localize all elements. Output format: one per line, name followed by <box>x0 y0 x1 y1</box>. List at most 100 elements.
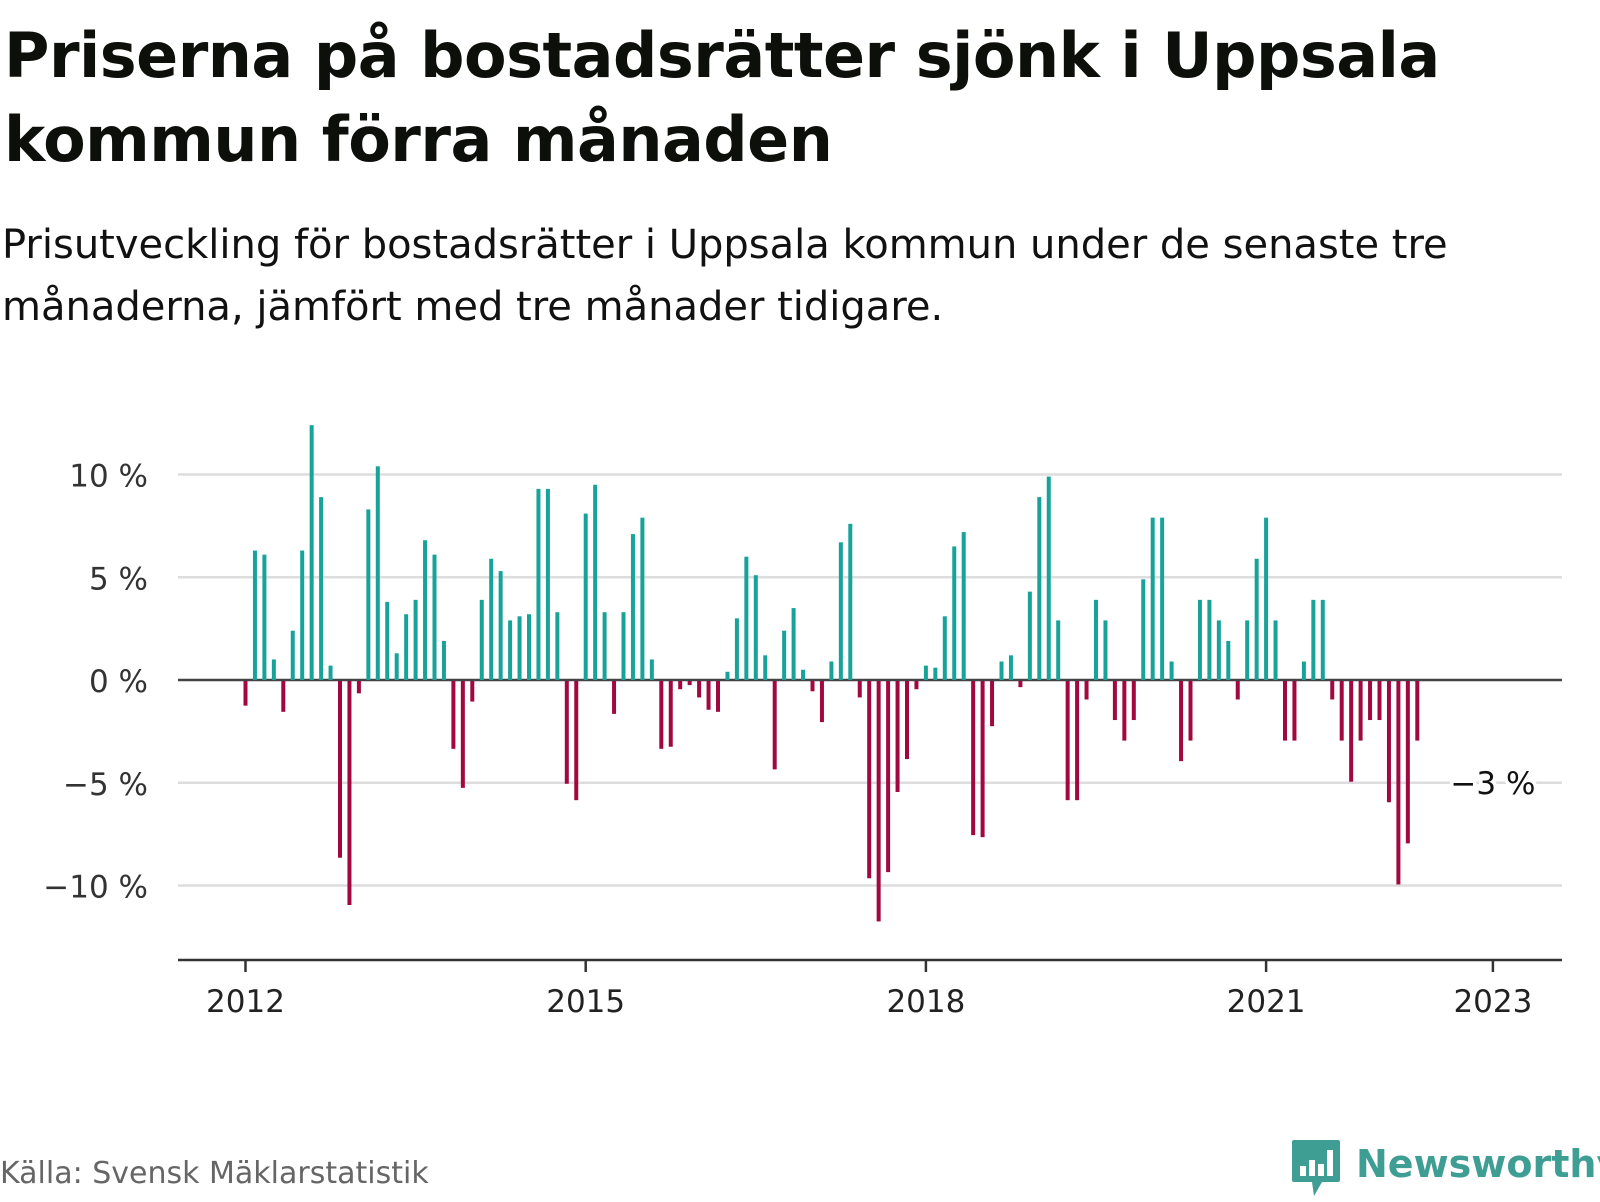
bar <box>309 425 314 680</box>
bar <box>423 540 428 680</box>
bar <box>394 653 399 680</box>
bar <box>706 681 711 710</box>
bar <box>1150 517 1155 680</box>
bar <box>1349 681 1354 782</box>
bar <box>1283 681 1287 741</box>
bar <box>328 665 333 680</box>
bar <box>1264 517 1269 680</box>
bar <box>876 681 881 922</box>
bar <box>300 550 305 680</box>
bar <box>810 681 815 692</box>
bar <box>772 681 777 770</box>
newsworthy-logo: Newsworthy <box>1290 1138 1600 1200</box>
bar <box>1320 599 1325 680</box>
bar <box>1141 579 1146 680</box>
bar <box>1037 497 1042 680</box>
x-tick-label: 2021 <box>1227 984 1306 1020</box>
bar <box>819 681 824 723</box>
bar <box>697 681 702 698</box>
bar <box>479 599 484 680</box>
bar <box>933 667 938 680</box>
bar <box>905 681 909 760</box>
bar <box>252 550 257 680</box>
bar <box>838 542 843 680</box>
y-tick-label: −5 % <box>63 767 148 803</box>
newsworthy-brand-name: Newsworthy <box>1356 1142 1600 1186</box>
bar <box>753 575 758 680</box>
bar <box>1292 681 1297 741</box>
bar <box>432 554 437 680</box>
bars <box>243 425 1420 922</box>
latest-value-annotation: −3 % <box>1450 766 1535 802</box>
bar <box>734 618 739 680</box>
bar <box>527 614 531 680</box>
y-axis-tick-labels: 10 % 5 % 0 % −5 % −10 % <box>43 459 148 906</box>
bar <box>980 681 985 838</box>
x-tick-label: 2023 <box>1453 984 1532 1020</box>
bar <box>413 599 418 680</box>
bar <box>243 681 248 706</box>
bar <box>744 556 749 680</box>
bar <box>678 681 683 690</box>
bar <box>1273 620 1278 680</box>
bar <box>659 681 664 749</box>
bar <box>1018 681 1023 688</box>
bar <box>1065 681 1070 801</box>
bar <box>1179 681 1184 762</box>
bar <box>1377 681 1382 721</box>
bar <box>1094 599 1098 680</box>
y-tick-label: 5 % <box>89 561 148 597</box>
bar <box>782 630 787 680</box>
bar-chart: 10 % 5 % 0 % −5 % −10 % 2012 2015 2018 2021 2023… <box>43 425 1562 1020</box>
bar <box>829 661 834 680</box>
bar <box>470 681 475 702</box>
bar <box>1339 681 1344 741</box>
bar <box>801 669 806 680</box>
bar <box>914 681 919 690</box>
x-tick-label: 2012 <box>206 984 285 1020</box>
bar <box>857 681 862 698</box>
bar <box>1075 681 1080 801</box>
bar <box>867 681 872 879</box>
bar <box>1216 620 1221 680</box>
bar <box>356 681 361 694</box>
bar <box>262 554 267 680</box>
bar <box>1112 681 1117 721</box>
bar <box>1386 681 1391 803</box>
bar <box>441 640 446 680</box>
bar <box>404 614 409 680</box>
bar <box>347 681 352 905</box>
bar <box>1160 517 1165 680</box>
bar <box>1131 681 1136 721</box>
bar <box>271 659 276 680</box>
bar <box>1358 681 1363 741</box>
bar <box>668 681 673 747</box>
bar <box>1046 476 1051 680</box>
bar <box>574 681 579 801</box>
bar <box>319 497 324 680</box>
bar <box>508 620 513 680</box>
bar <box>1301 661 1306 680</box>
bar <box>1122 681 1127 741</box>
bar <box>942 616 947 680</box>
bar <box>791 608 796 680</box>
x-axis-ticks: 2012 2015 2018 2021 2023 <box>206 960 1532 1020</box>
bar <box>649 659 654 680</box>
bar <box>1008 655 1013 680</box>
bar <box>517 616 522 680</box>
chart-subtitle: Prisutveckling för bostadsrätter i Uppsa… <box>2 222 1448 330</box>
bar <box>338 681 342 858</box>
y-tick-label: 10 % <box>69 459 148 495</box>
bar <box>640 517 645 680</box>
bar <box>1396 681 1401 885</box>
bar <box>1103 620 1108 680</box>
bar <box>961 532 966 680</box>
bar <box>1226 640 1231 680</box>
bar <box>366 509 371 680</box>
bar <box>536 488 541 680</box>
bar <box>1330 681 1335 700</box>
bar <box>1254 558 1259 680</box>
bar <box>489 558 494 680</box>
bar <box>1245 620 1250 680</box>
bar <box>1311 599 1316 680</box>
